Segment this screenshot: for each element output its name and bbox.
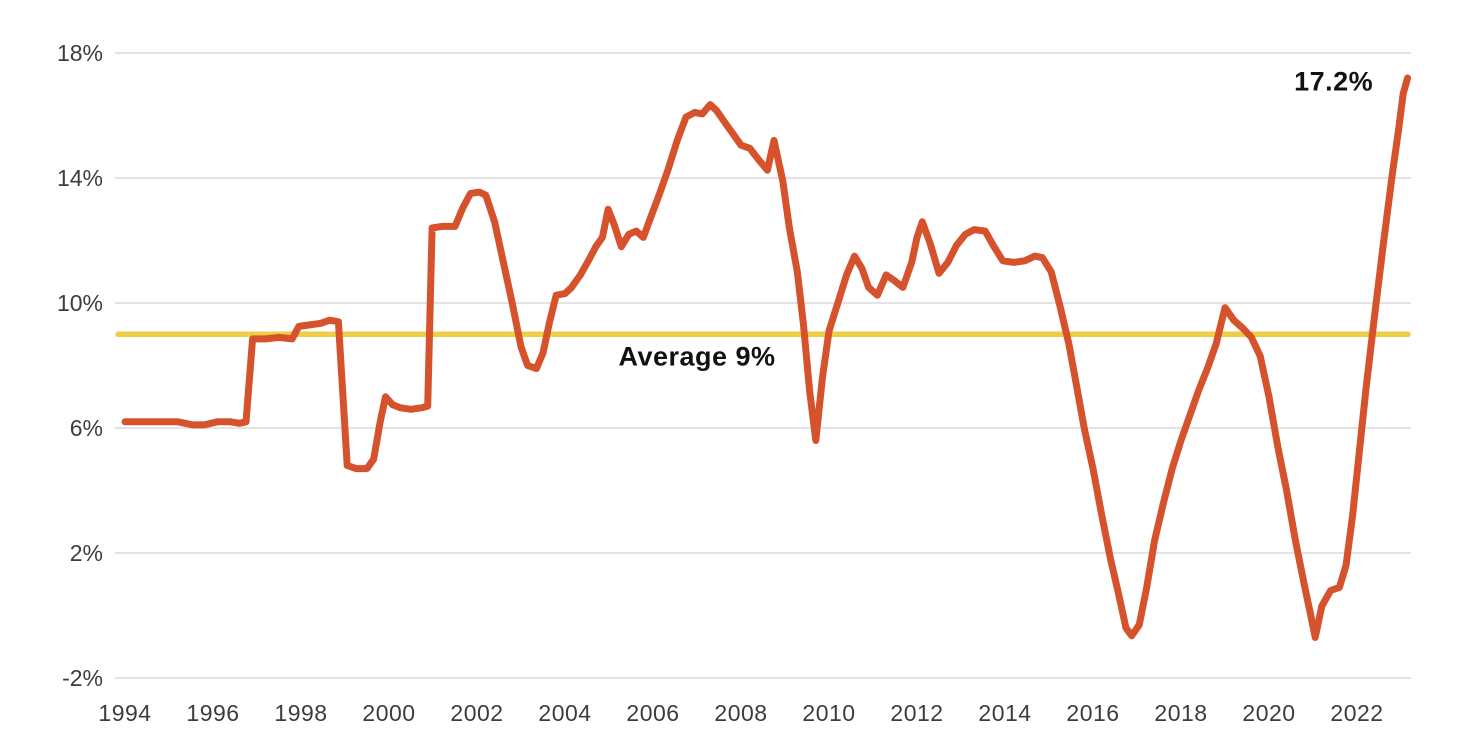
y-tick-label: -2% — [62, 665, 103, 691]
x-axis-tick-labels: 1994 1996 1998 2000 2002 2004 2006 2008 2010 2012… — [98, 700, 1383, 726]
data-line — [121, 74, 1412, 641]
x-tick-label: 2000 — [362, 700, 415, 726]
y-axis-tick-labels: 18% 14% 10% 6% 2% -2% — [57, 40, 103, 691]
x-tick-label: 2004 — [538, 700, 591, 726]
x-tick-label: 2008 — [714, 700, 767, 726]
y-tick-label: 6% — [70, 415, 103, 441]
x-tick-label: 2018 — [1154, 700, 1207, 726]
y-tick-label: 2% — [70, 540, 103, 566]
x-tick-label: 2010 — [802, 700, 855, 726]
x-tick-label: 1998 — [274, 700, 327, 726]
x-tick-label: 2022 — [1330, 700, 1383, 726]
y-tick-label: 10% — [57, 290, 103, 316]
gridlines — [115, 52, 1411, 679]
x-tick-label: 2002 — [450, 700, 503, 726]
average-line-label: Average 9% — [618, 341, 776, 372]
x-tick-label: 2016 — [1066, 700, 1119, 726]
x-tick-label: 2014 — [978, 700, 1031, 726]
x-tick-label: 2020 — [1242, 700, 1295, 726]
x-tick-label: 1996 — [186, 700, 239, 726]
x-tick-label: 2006 — [626, 700, 679, 726]
y-tick-label: 18% — [57, 40, 103, 66]
x-tick-label: 1994 — [98, 700, 151, 726]
y-tick-label: 14% — [57, 165, 103, 191]
x-tick-label: 2012 — [890, 700, 943, 726]
end-value-label: 17.2% — [1294, 66, 1374, 97]
